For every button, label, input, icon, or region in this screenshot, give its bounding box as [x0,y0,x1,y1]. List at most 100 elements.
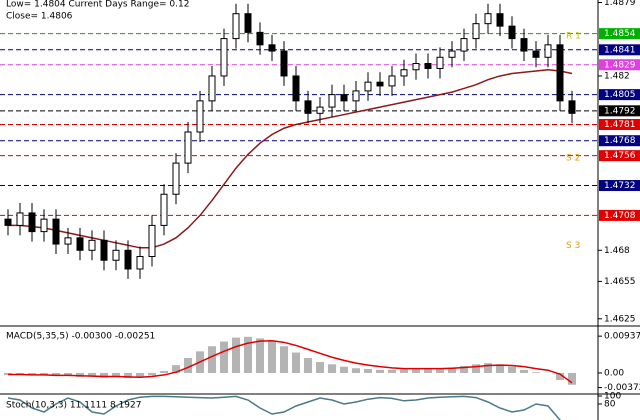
level-label-bg [599,119,640,131]
histogram-bar [280,346,288,373]
candle-body [472,23,480,40]
candle-body [4,218,12,226]
pivot-label: R 1 [566,32,581,42]
candle-body [112,249,120,261]
histogram-bar [256,338,264,373]
candle-body [172,162,180,195]
pivot-label: S 2 [566,154,580,164]
candle-body [376,81,384,87]
y-tick-label: 80 [604,400,616,410]
candle-body [304,100,312,114]
histogram-bar [388,369,396,373]
candle-body [520,38,528,52]
candle-body [52,218,60,245]
candle-body [40,218,48,233]
candle-body [448,50,456,58]
y-tick-label: 1.468 [604,246,630,256]
indicator-title: MACD(5,35,5) -0.00300 -0.00251 [6,332,155,342]
y-tick-label: 1.4625 [604,314,636,324]
histogram-bar [184,358,192,373]
histogram-bar [64,372,72,376]
candle-body [568,100,576,114]
level-label-bg [599,105,640,117]
pivot-label: S 3 [566,241,580,251]
candle-body [556,44,564,102]
candle-body [424,63,432,69]
y-tick-label: 0.00937 [604,332,640,342]
histogram-bar [220,341,228,373]
indicator-line [8,339,573,384]
candle-body [328,94,336,108]
histogram-bar [292,352,300,373]
histogram-bar [100,372,108,378]
histogram-bar [484,363,492,373]
level-label: 1.4708 [604,211,636,221]
histogram-bar [376,369,384,373]
chart-subtitle: Close= 1.4806 [6,12,73,22]
candle-body [28,212,36,233]
level-label-bg [599,150,640,162]
price-axis: 1.4879 1.482 1.468 1.4655 1.4625 1.4854 1.4841… [598,0,640,410]
histogram-bar [496,364,504,373]
candle-body [244,13,252,33]
candle-body [292,75,300,102]
histogram-bar [400,369,408,373]
candle-body [388,75,396,87]
level-label: 1.4805 [604,90,636,100]
candle-body [256,31,264,46]
histogram-bar [304,358,312,373]
candle-body [136,256,144,270]
level-label: 1.4756 [604,151,636,161]
level-label-bg [599,209,640,221]
histogram-bar [40,372,48,375]
candle-body [16,212,24,226]
candle-body [232,13,240,40]
level-label: 1.4781 [604,120,636,130]
indicator-title: Stoch(10,3,3) 11.1111 8.1927 [6,401,141,411]
histogram-bar [148,372,156,376]
histogram-bar [520,369,528,373]
histogram-bar [172,365,180,373]
candle-body [88,239,96,251]
candle-body [124,249,132,270]
histogram-bar [508,366,516,373]
histogram-bar [436,368,444,373]
candle-body [532,50,540,58]
level-label-bg [599,89,640,101]
histogram-bar [208,346,216,373]
histogram-bar [112,372,120,377]
histogram-bar [448,367,456,373]
histogram-bar [352,368,360,373]
candle-body [340,94,348,102]
candle-body [412,63,420,71]
candle-body [508,25,516,40]
histogram-bar [532,372,540,373]
histogram-bar [424,369,432,373]
stoch-panel: Stoch(10,3,3) 11.1111 8.1927 [6,395,562,420]
level-label: 1.4768 [604,136,636,146]
histogram-bar [340,366,348,373]
candle-body [160,193,168,226]
level-label-bg [599,44,640,56]
y-tick-label: 1.4655 [604,277,636,287]
histogram-bar [28,372,36,376]
y-tick-label: 100 [604,392,621,402]
level-label-bg [599,59,640,71]
indicator-line [7,395,562,420]
histogram-bar [88,372,96,377]
histogram-bar [328,364,336,373]
main-panel: R 1 S 2 S 3 Low= 1.4804 Current Days Range=… [0,0,598,279]
histogram-bar [52,372,60,377]
candle-body [220,38,228,77]
level-label: 1.4829 [604,60,636,70]
candle-body [436,56,444,69]
histogram-bar [16,372,24,375]
histogram-bar [160,371,168,373]
candle-body [400,69,408,77]
candle-body [208,75,216,102]
chart-title: Low= 1.4804 Current Days Range= 0.12 [6,0,189,10]
level-label: 1.4854 [604,29,636,39]
